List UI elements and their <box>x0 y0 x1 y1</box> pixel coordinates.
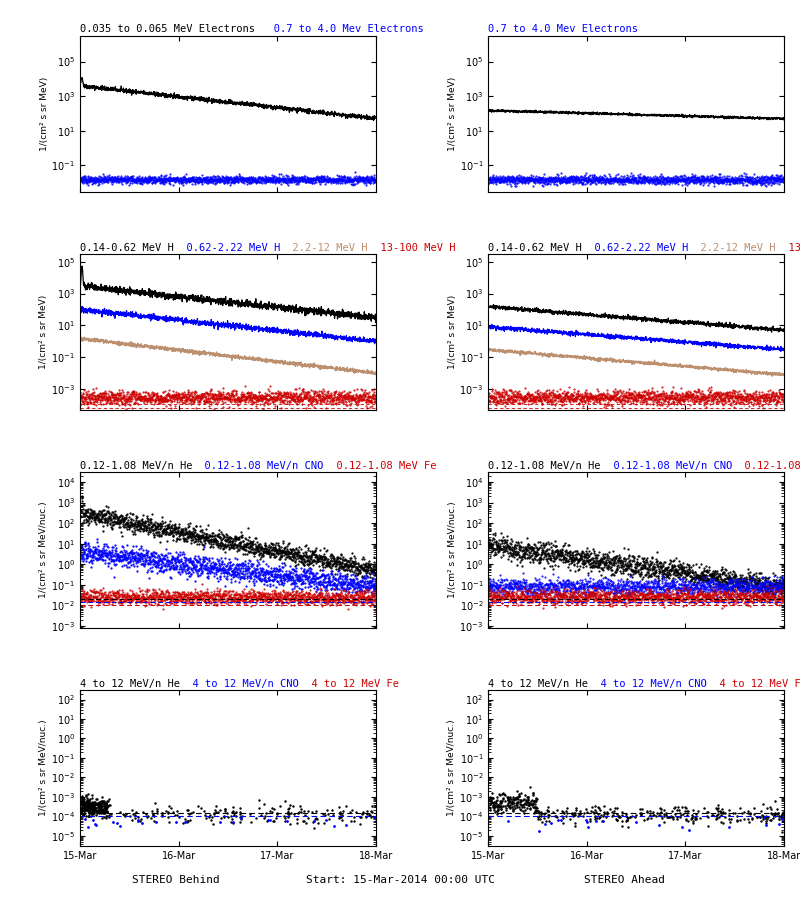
Text: 0.12-1.08 MeV/n He: 0.12-1.08 MeV/n He <box>80 461 193 471</box>
Text: 4 to 12 MeV Fe: 4 to 12 MeV Fe <box>707 679 800 688</box>
Text: 0.14-0.62 MeV H: 0.14-0.62 MeV H <box>80 242 174 253</box>
Text: Start: 15-Mar-2014 00:00 UTC: Start: 15-Mar-2014 00:00 UTC <box>306 875 494 886</box>
Text: STEREO Ahead: STEREO Ahead <box>583 875 665 886</box>
Y-axis label: 1/(cm² s sr MeV/nuc.): 1/(cm² s sr MeV/nuc.) <box>39 720 48 816</box>
Text: 2.2-12 MeV H: 2.2-12 MeV H <box>688 242 776 253</box>
Text: 0.62-2.22 MeV H: 0.62-2.22 MeV H <box>582 242 688 253</box>
Text: 4 to 12 MeV/n CNO: 4 to 12 MeV/n CNO <box>588 679 707 688</box>
Text: 0.14-0.62 MeV H: 0.14-0.62 MeV H <box>488 242 582 253</box>
Text: 0.12-1.08 MeV Fe: 0.12-1.08 MeV Fe <box>732 461 800 471</box>
Y-axis label: 1/(cm² s sr MeV): 1/(cm² s sr MeV) <box>39 76 49 151</box>
Text: 0.12-1.08 MeV/n He: 0.12-1.08 MeV/n He <box>488 461 601 471</box>
Text: 2.2-12 MeV H: 2.2-12 MeV H <box>280 242 367 253</box>
Text: 0.12-1.08 MeV/n CNO: 0.12-1.08 MeV/n CNO <box>601 461 732 471</box>
Y-axis label: 1/(cm² s sr MeV/nuc.): 1/(cm² s sr MeV/nuc.) <box>39 501 48 598</box>
Text: STEREO Behind: STEREO Behind <box>132 875 220 886</box>
Text: 13-100 MeV H: 13-100 MeV H <box>776 242 800 253</box>
Text: 4 to 12 MeV/n CNO: 4 to 12 MeV/n CNO <box>180 679 298 688</box>
Y-axis label: 1/(cm² s sr MeV): 1/(cm² s sr MeV) <box>448 76 457 151</box>
Text: 0.62-2.22 MeV H: 0.62-2.22 MeV H <box>174 242 280 253</box>
Text: 4 to 12 MeV Fe: 4 to 12 MeV Fe <box>298 679 398 688</box>
Y-axis label: 1/(cm² s sr MeV/nuc.): 1/(cm² s sr MeV/nuc.) <box>447 720 456 816</box>
Text: 0.7 to 4.0 Mev Electrons: 0.7 to 4.0 Mev Electrons <box>488 24 638 34</box>
Text: 0.035 to 0.065 MeV Electrons: 0.035 to 0.065 MeV Electrons <box>80 24 255 34</box>
Text: 4 to 12 MeV/n He: 4 to 12 MeV/n He <box>80 679 180 688</box>
Y-axis label: 1/(cm² s sr MeV/nuc.): 1/(cm² s sr MeV/nuc.) <box>447 501 457 598</box>
Text: 0.12-1.08 MeV/n CNO: 0.12-1.08 MeV/n CNO <box>193 461 324 471</box>
Y-axis label: 1/(cm² s sr MeV): 1/(cm² s sr MeV) <box>447 295 457 369</box>
Y-axis label: 1/(cm² s sr MeV): 1/(cm² s sr MeV) <box>39 295 48 369</box>
Text: 0.7 to 4.0 Mev Electrons: 0.7 to 4.0 Mev Electrons <box>255 24 424 34</box>
Text: 0.12-1.08 MeV Fe: 0.12-1.08 MeV Fe <box>324 461 436 471</box>
Text: 13-100 MeV H: 13-100 MeV H <box>367 242 455 253</box>
Text: 4 to 12 MeV/n He: 4 to 12 MeV/n He <box>488 679 588 688</box>
